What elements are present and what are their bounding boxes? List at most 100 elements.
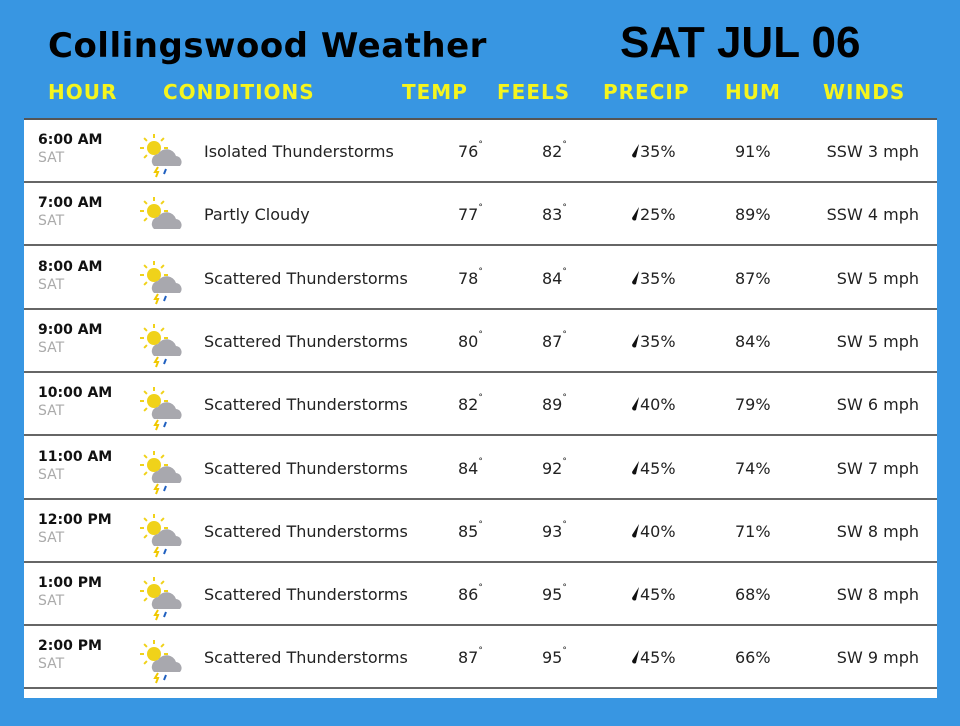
wind-value: SW 7 mph <box>836 458 919 478</box>
humidity-value: 66% <box>735 648 771 668</box>
feels-value: 89 <box>542 395 563 415</box>
precip-cell: 35% <box>630 269 676 288</box>
humidity-value: 91% <box>735 142 771 161</box>
raindrop-icon <box>632 207 639 221</box>
hour-time: 8:00 AM <box>38 258 103 275</box>
temp-value: 78 <box>458 268 479 288</box>
date-label: SAT JUL 06 <box>620 18 861 67</box>
precip-value: 35% <box>640 331 676 351</box>
scattered-thunderstorms-icon <box>140 640 186 684</box>
table-row: 10:00 AM SAT Scattered Thunderstorms 82°… <box>24 373 937 437</box>
temp-value: 86 <box>458 585 479 605</box>
table-row: 11:00 AM SAT Scattered Thunderstorms 84°… <box>24 437 937 500</box>
degree-symbol: ° <box>562 583 567 594</box>
wind-value: SW 8 mph <box>836 585 919 605</box>
feels-value: 95 <box>542 585 563 605</box>
table-row: 1:00 PM SAT Scattered Thunderstorms 86° … <box>24 563 937 627</box>
degree-symbol: ° <box>562 456 567 467</box>
degree-symbol: ° <box>478 519 483 530</box>
humidity-value: 68% <box>735 585 771 605</box>
page-title: Collingswood Weather <box>48 26 487 66</box>
hour-day: SAT <box>38 529 65 546</box>
hour-day: SAT <box>38 150 65 166</box>
temp-cell: 85° <box>458 519 483 541</box>
condition-text: Scattered Thunderstorms <box>204 331 408 351</box>
degree-symbol: ° <box>562 519 567 530</box>
precip-cell: 35% <box>630 332 676 351</box>
degree-symbol: ° <box>478 140 483 150</box>
header-temp: TEMP <box>402 80 468 104</box>
feels-value: 95 <box>542 648 563 668</box>
hour-time: 10:00 AM <box>38 385 113 402</box>
feels-value: 93 <box>542 521 563 541</box>
wind-value: SW 5 mph <box>836 331 919 351</box>
humidity-value: 84% <box>735 331 771 351</box>
feels-cell: 89° <box>542 393 567 415</box>
precip-cell: 45% <box>630 459 676 478</box>
precip-cell: 35% <box>630 142 676 161</box>
scattered-thunderstorms-icon <box>140 260 186 304</box>
table-row: 12:00 PM SAT Scattered Thunderstorms 85°… <box>24 500 937 563</box>
temp-value: 76 <box>458 142 479 161</box>
condition-text: Scattered Thunderstorms <box>204 648 408 668</box>
precip-value: 45% <box>640 648 676 668</box>
condition-text: Scattered Thunderstorms <box>204 585 408 605</box>
hour-time: 2:00 PM <box>38 638 102 655</box>
degree-symbol: ° <box>562 203 567 214</box>
hour-time: 1:00 PM <box>38 575 102 592</box>
temp-cell: 77° <box>458 203 483 225</box>
temp-cell: 82° <box>458 393 483 414</box>
condition-text: Scattered Thunderstorms <box>204 458 408 478</box>
feels-value: 92 <box>542 458 563 478</box>
degree-symbol: ° <box>562 329 567 340</box>
humidity-value: 79% <box>735 395 771 415</box>
header-hour: HOUR <box>48 80 118 104</box>
header-precip: PRECIP <box>603 80 690 104</box>
raindrop-icon <box>632 397 639 411</box>
condition-text: Scattered Thunderstorms <box>204 521 408 541</box>
temp-cell: 86° <box>458 583 483 605</box>
feels-value: 84 <box>542 268 563 288</box>
wind-value: SW 8 mph <box>836 521 919 541</box>
partly-cloudy-icon <box>140 197 186 237</box>
feels-cell: 93° <box>542 519 567 541</box>
feels-cell: 83° <box>542 203 567 224</box>
temp-value: 77 <box>458 205 479 225</box>
hour-time: 7:00 AM <box>38 195 103 212</box>
precip-cell: 45% <box>630 585 676 604</box>
hour-day: SAT <box>38 466 65 483</box>
temp-cell: 84° <box>458 457 483 478</box>
header-feels: FEELS <box>497 80 571 104</box>
raindrop-icon <box>632 333 639 348</box>
temp-cell: 78° <box>458 267 483 288</box>
header-conditions: CONDITIONS <box>163 80 315 104</box>
table-row: 9:00 AM SAT Scattered Thunderstorms 80° … <box>24 310 937 373</box>
hour-day: SAT <box>38 339 65 356</box>
raindrop-icon <box>632 270 639 285</box>
raindrop-icon <box>632 144 639 158</box>
header-hum: HUM <box>725 80 781 104</box>
hour-time: 9:00 AM <box>38 321 103 338</box>
precip-value: 35% <box>640 268 676 288</box>
precip-value: 45% <box>640 585 676 605</box>
feels-cell: 92° <box>542 456 567 478</box>
wind-value: SSW 4 mph <box>826 205 919 225</box>
wind-value: SW 5 mph <box>836 268 919 288</box>
wind-value: SSW 3 mph <box>826 142 919 161</box>
temp-cell: 80° <box>458 330 483 351</box>
hour-day: SAT <box>38 213 65 230</box>
degree-symbol: ° <box>562 393 567 404</box>
feels-cell: 87° <box>542 329 567 351</box>
raindrop-icon <box>632 523 639 538</box>
precip-value: 25% <box>640 205 676 225</box>
isolated-thunderstorms-icon <box>140 134 186 178</box>
degree-symbol: ° <box>478 393 483 404</box>
wind-value: SW 6 mph <box>836 395 919 415</box>
feels-value: 87 <box>542 331 563 351</box>
temp-value: 84 <box>458 458 479 478</box>
raindrop-icon <box>632 587 639 601</box>
feels-cell: 95° <box>542 583 567 605</box>
precip-cell: 25% <box>630 205 676 224</box>
degree-symbol: ° <box>562 266 567 277</box>
feels-cell: 84° <box>542 266 567 288</box>
